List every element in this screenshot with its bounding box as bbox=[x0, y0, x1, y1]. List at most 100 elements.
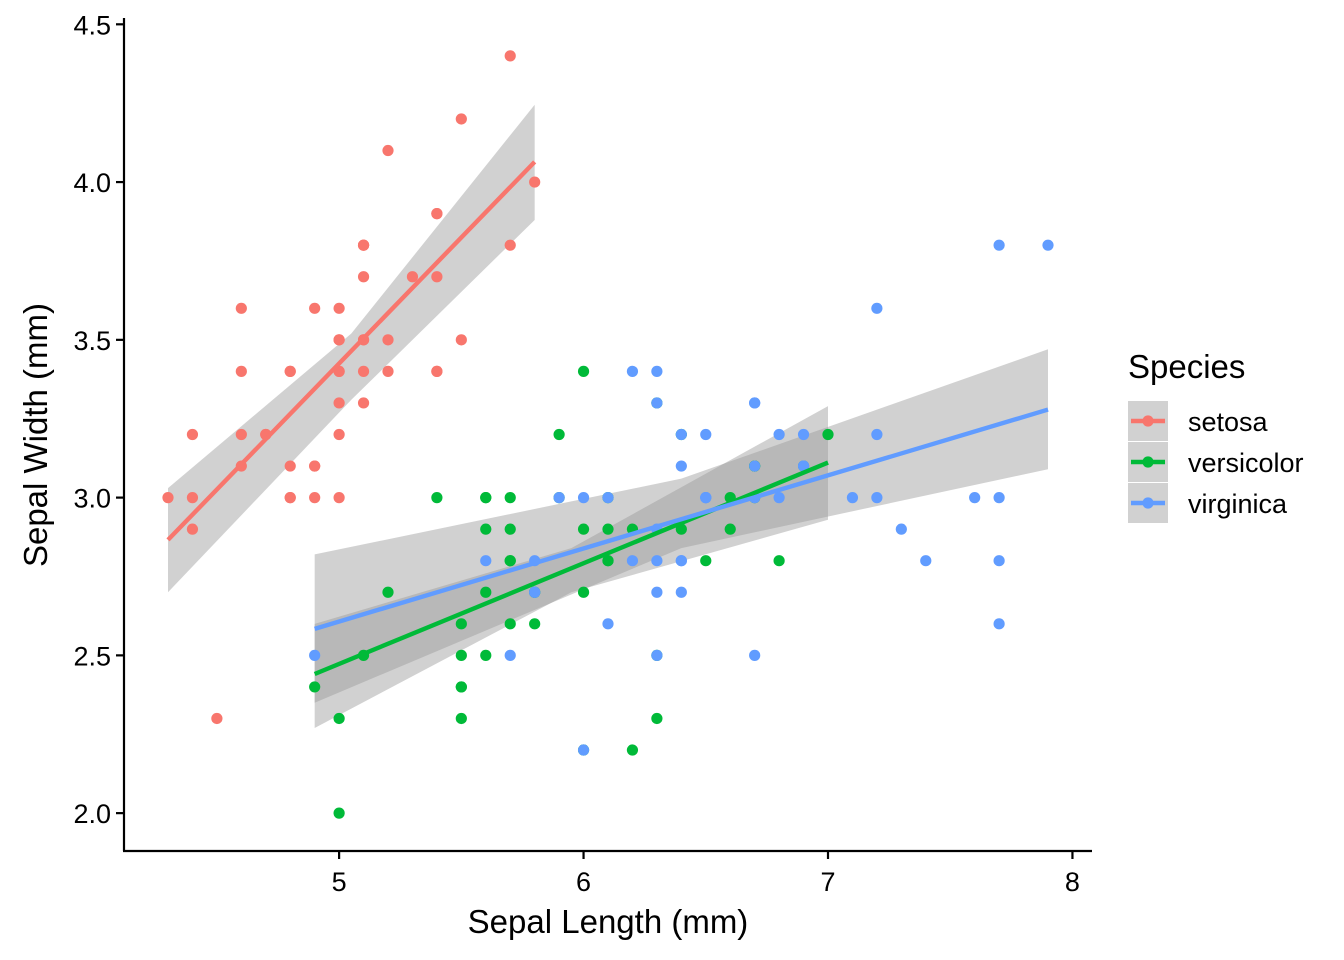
point-setosa bbox=[211, 712, 223, 725]
point-virginica bbox=[577, 744, 590, 756]
point-virginica bbox=[602, 492, 614, 504]
point-virginica bbox=[626, 365, 639, 377]
point-virginica bbox=[1042, 239, 1054, 251]
point-versicolor bbox=[577, 365, 590, 377]
regression-line-setosa bbox=[166, 160, 537, 542]
point-virginica bbox=[895, 523, 907, 535]
point-versicolor bbox=[455, 681, 467, 693]
legend-label: versicolor bbox=[1188, 448, 1304, 478]
legend-key-point bbox=[1142, 415, 1154, 427]
point-virginica bbox=[871, 428, 883, 441]
point-virginica bbox=[480, 555, 492, 567]
point-setosa bbox=[309, 492, 321, 504]
point-versicolor bbox=[553, 428, 565, 441]
x-tick-label: 5 bbox=[332, 867, 347, 897]
point-versicolor bbox=[333, 807, 345, 819]
point-virginica bbox=[749, 460, 761, 472]
point-versicolor bbox=[529, 618, 541, 630]
point-virginica bbox=[993, 492, 1005, 504]
y-tick-label: 3.5 bbox=[73, 326, 111, 356]
point-setosa bbox=[235, 365, 247, 377]
legend-key-point bbox=[1142, 497, 1154, 509]
point-virginica bbox=[651, 586, 663, 598]
point-setosa bbox=[357, 239, 370, 251]
point-setosa bbox=[186, 492, 199, 504]
point-versicolor bbox=[455, 712, 467, 725]
point-setosa bbox=[186, 428, 199, 441]
point-virginica bbox=[797, 428, 810, 441]
point-setosa bbox=[284, 492, 296, 504]
point-virginica bbox=[920, 555, 932, 567]
point-virginica bbox=[504, 649, 516, 661]
point-setosa bbox=[504, 50, 516, 62]
regression-line-virginica bbox=[314, 407, 1049, 631]
point-virginica bbox=[871, 492, 883, 504]
point-setosa bbox=[406, 271, 419, 283]
point-versicolor bbox=[602, 523, 614, 535]
point-virginica bbox=[602, 618, 614, 630]
point-virginica bbox=[651, 555, 663, 567]
y-axis-ticks: 2.0 2.5 3.0 3.5 4.0 4.5 bbox=[73, 10, 124, 829]
y-tick-label: 4.0 bbox=[73, 168, 111, 198]
point-virginica bbox=[773, 492, 785, 504]
point-virginica bbox=[993, 618, 1005, 630]
x-tick-label: 8 bbox=[1065, 867, 1080, 897]
legend-title: Species bbox=[1128, 348, 1245, 385]
point-versicolor bbox=[480, 586, 492, 598]
y-tick-label: 4.5 bbox=[73, 10, 111, 40]
point-virginica bbox=[675, 428, 687, 441]
y-axis-title: Sepal Width (mm) bbox=[17, 303, 54, 567]
point-virginica bbox=[577, 492, 590, 504]
point-setosa bbox=[357, 271, 370, 283]
point-virginica bbox=[797, 460, 810, 472]
y-tick-label: 3.0 bbox=[73, 484, 111, 514]
point-virginica bbox=[675, 460, 687, 472]
point-versicolor bbox=[700, 555, 712, 567]
point-virginica bbox=[871, 302, 883, 314]
point-versicolor bbox=[480, 523, 492, 535]
y-tick-label: 2.5 bbox=[73, 641, 111, 671]
point-versicolor bbox=[504, 492, 516, 504]
point-setosa bbox=[431, 365, 443, 377]
point-versicolor bbox=[577, 523, 590, 535]
point-virginica bbox=[651, 365, 663, 377]
point-setosa bbox=[382, 334, 394, 346]
legend-key-point bbox=[1142, 456, 1154, 468]
point-versicolor bbox=[651, 712, 663, 725]
point-setosa bbox=[357, 365, 370, 377]
point-virginica bbox=[309, 649, 321, 661]
regression-line-versicolor bbox=[313, 460, 829, 677]
point-setosa bbox=[431, 208, 443, 220]
point-setosa bbox=[333, 428, 345, 441]
point-setosa bbox=[504, 239, 516, 251]
point-setosa bbox=[357, 397, 370, 409]
y-tick-label: 2.0 bbox=[73, 799, 111, 829]
point-setosa bbox=[333, 492, 345, 504]
point-setosa bbox=[529, 176, 541, 188]
point-versicolor bbox=[504, 618, 516, 630]
point-setosa bbox=[382, 144, 394, 157]
point-versicolor bbox=[455, 618, 467, 630]
legend-label: virginica bbox=[1188, 489, 1288, 519]
point-setosa bbox=[309, 302, 321, 314]
point-setosa bbox=[162, 492, 174, 504]
point-setosa bbox=[333, 334, 345, 346]
point-virginica bbox=[749, 397, 761, 409]
point-versicolor bbox=[773, 555, 785, 567]
legend-items: setosa versicolor virginica bbox=[1128, 401, 1304, 523]
point-versicolor bbox=[724, 523, 736, 535]
point-virginica bbox=[700, 428, 712, 441]
x-tick-label: 7 bbox=[820, 867, 835, 897]
point-setosa bbox=[382, 365, 394, 377]
point-virginica bbox=[553, 492, 565, 504]
point-setosa bbox=[235, 302, 247, 314]
point-setosa bbox=[333, 397, 345, 409]
point-virginica bbox=[651, 397, 663, 409]
point-virginica bbox=[529, 586, 541, 598]
point-versicolor bbox=[602, 555, 614, 567]
point-virginica bbox=[993, 555, 1005, 567]
point-virginica bbox=[675, 586, 687, 598]
point-versicolor bbox=[309, 681, 321, 693]
data-points bbox=[162, 50, 1054, 819]
